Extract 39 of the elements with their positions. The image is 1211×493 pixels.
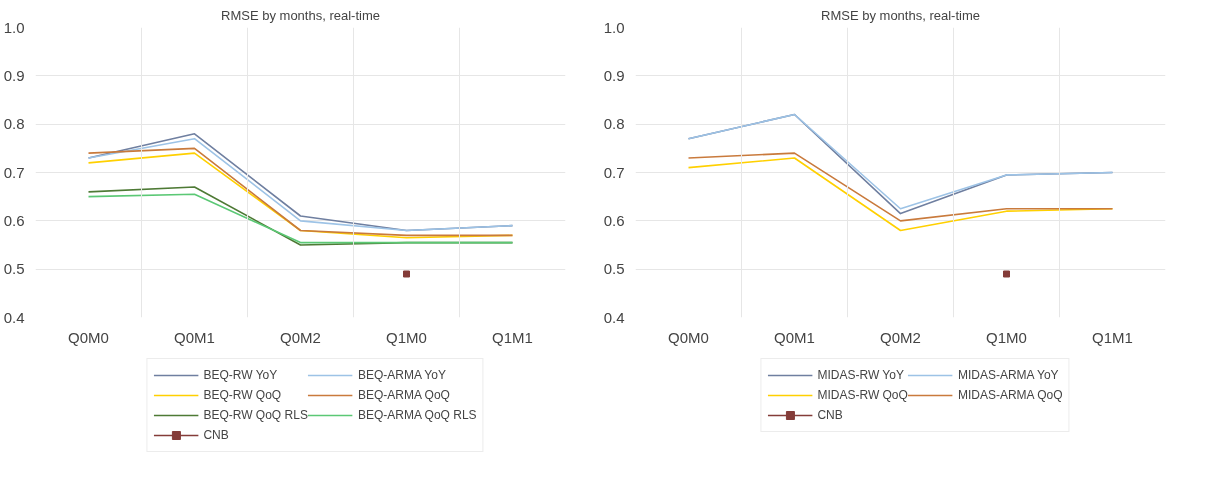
x-tick-label: Q1M1 bbox=[1092, 328, 1133, 346]
legend-label: BEQ-RW QoQ bbox=[203, 388, 282, 402]
x-tick-label: Q0M1 bbox=[174, 328, 215, 346]
y-tick-label: 0.7 bbox=[3, 163, 25, 181]
y-tick-label: 1.0 bbox=[603, 18, 625, 36]
y-tick-label: 0.8 bbox=[3, 115, 25, 133]
x-tick-label: Q1M0 bbox=[986, 328, 1027, 346]
x-tick-label: Q0M2 bbox=[880, 328, 921, 346]
legend-label: MIDAS-ARMA QoQ bbox=[957, 388, 1063, 402]
y-tick-label: 0.5 bbox=[603, 260, 625, 278]
y-tick-label: 0.6 bbox=[3, 211, 25, 229]
x-tick-label: Q0M0 bbox=[68, 328, 109, 346]
x-tick-label: Q0M0 bbox=[668, 328, 709, 346]
x-tick-label: Q0M1 bbox=[774, 328, 815, 346]
x-tick-label: Q0M2 bbox=[280, 328, 321, 346]
chart-title: RMSE by months, real-time bbox=[821, 7, 980, 23]
y-tick-label: 0.5 bbox=[3, 260, 25, 278]
y-tick-label: 0.4 bbox=[3, 308, 25, 326]
legend-label: BEQ-ARMA QoQ bbox=[357, 388, 450, 402]
chart-title: RMSE by months, real-time bbox=[221, 7, 380, 23]
y-tick-label: 0.4 bbox=[603, 308, 625, 326]
legend-label: CNB bbox=[817, 408, 843, 422]
y-tick-label: 0.8 bbox=[603, 115, 625, 133]
legend-label: BEQ-ARMA QoQ RLS bbox=[357, 408, 477, 422]
y-tick-label: 0.6 bbox=[603, 211, 625, 229]
legend-label: BEQ-RW YoY bbox=[203, 368, 278, 382]
legend-label: MIDAS-ARMA YoY bbox=[957, 368, 1059, 382]
y-tick-label: 0.7 bbox=[603, 163, 625, 181]
line-series bbox=[687, 152, 1114, 222]
y-tick-label: 1.0 bbox=[3, 18, 25, 36]
legend-label: MIDAS-RW YoY bbox=[817, 368, 904, 382]
x-tick-label: Q1M1 bbox=[492, 328, 533, 346]
y-tick-label: 0.9 bbox=[603, 66, 625, 84]
y-tick-label: 0.9 bbox=[3, 66, 25, 84]
x-tick-label: Q1M0 bbox=[386, 328, 427, 346]
legend-label: MIDAS-RW QoQ bbox=[817, 388, 908, 402]
legend-label: BEQ-ARMA YoY bbox=[357, 368, 446, 382]
legend-label: BEQ-RW QoQ RLS bbox=[203, 408, 308, 422]
legend-label: CNB bbox=[203, 428, 229, 442]
